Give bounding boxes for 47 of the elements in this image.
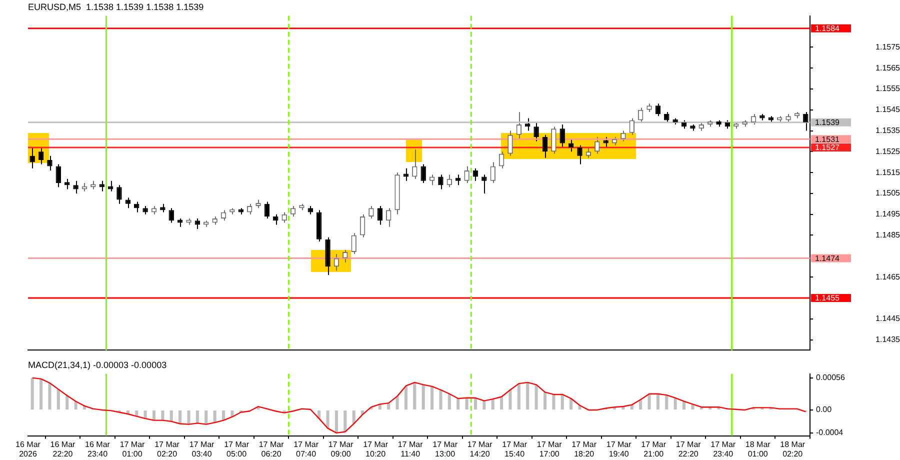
y-tick-label: 1.1545 xyxy=(876,105,900,114)
ref-line-label: 1.1531 xyxy=(815,134,840,144)
chart-title: MACD(21,34,1) -0.00003 -0.00003 xyxy=(28,360,167,370)
ref-line-label: 1.1539 xyxy=(815,118,840,128)
x-tick-label: 17 Mar 14:20 xyxy=(467,440,493,458)
y-tick-label: 1.1435 xyxy=(876,334,900,344)
y-tick-label: 1.1525 xyxy=(876,146,900,156)
ref-line-label: 1.1527 xyxy=(815,143,840,152)
chart-title: EURUSD,M5 1.1538 1.1539 1.1538 1.1539 xyxy=(28,2,204,12)
x-tick-label: 17 Mar 09:00 xyxy=(328,440,354,458)
x-tick-label: 17 Mar 10:20 xyxy=(363,440,388,458)
ref-line-label: 1.1474 xyxy=(815,254,840,263)
y-tick-label: 1.1485 xyxy=(876,230,900,240)
x-tick-label: 17 Mar 05:00 xyxy=(224,440,250,458)
x-tick-label: 17 Mar 23:40 xyxy=(710,440,736,458)
x-tick-label: 17 Mar 15:40 xyxy=(502,440,528,458)
y-tick-label: 1.1515 xyxy=(876,168,900,177)
y-tick-label: 0.00 xyxy=(816,405,832,414)
y-tick-label: 1.1465 xyxy=(876,272,900,282)
x-tick-label: 16 Mar 22:20 xyxy=(50,440,76,458)
x-tick-label: 17 Mar 03:40 xyxy=(189,440,215,458)
x-tick-label: 17 Mar 06:20 xyxy=(258,440,284,458)
y-tick-label: 1.1535 xyxy=(876,126,900,135)
x-tick-label: 17 Mar 18:20 xyxy=(572,440,597,458)
x-tick-label: 18 Mar 01:00 xyxy=(745,440,771,458)
x-tick-label: 17 Mar 19:40 xyxy=(606,440,632,458)
x-tick-label: 17 Mar 17:00 xyxy=(536,440,562,458)
y-tick-label: 1.1565 xyxy=(876,63,900,72)
x-tick-label: 17 Mar 13:00 xyxy=(432,440,458,458)
y-tick-label: 0.00056 xyxy=(816,373,846,382)
x-tick-label: 18 Mar 02:20 xyxy=(780,440,806,458)
x-tick-label: 17 Mar 07:40 xyxy=(294,440,319,458)
y-tick-label: 1.1555 xyxy=(876,84,900,94)
ref-line-label: 1.1455 xyxy=(815,294,840,303)
ref-line-label: 1.1584 xyxy=(815,24,840,34)
x-tick-label: 16 Mar 23:40 xyxy=(85,440,110,458)
y-tick-label: 1.1495 xyxy=(876,210,900,219)
x-tick-label: 17 Mar 01:00 xyxy=(120,440,146,458)
y-tick-label: 1.1575 xyxy=(876,42,900,52)
y-tick-label: 1.1445 xyxy=(876,314,900,324)
x-tick-label: 17 Mar 22:20 xyxy=(676,440,702,458)
x-tick-label: 17 Mar 11:40 xyxy=(398,440,424,458)
y-tick-label: 1.1505 xyxy=(876,188,900,198)
x-tick-label: 17 Mar 02:20 xyxy=(154,440,180,458)
x-tick-label: 17 Mar 21:00 xyxy=(641,440,666,458)
x-tick-label: 16 Mar 2026 xyxy=(16,440,41,458)
y-tick-label: -0.0004 xyxy=(816,428,844,438)
